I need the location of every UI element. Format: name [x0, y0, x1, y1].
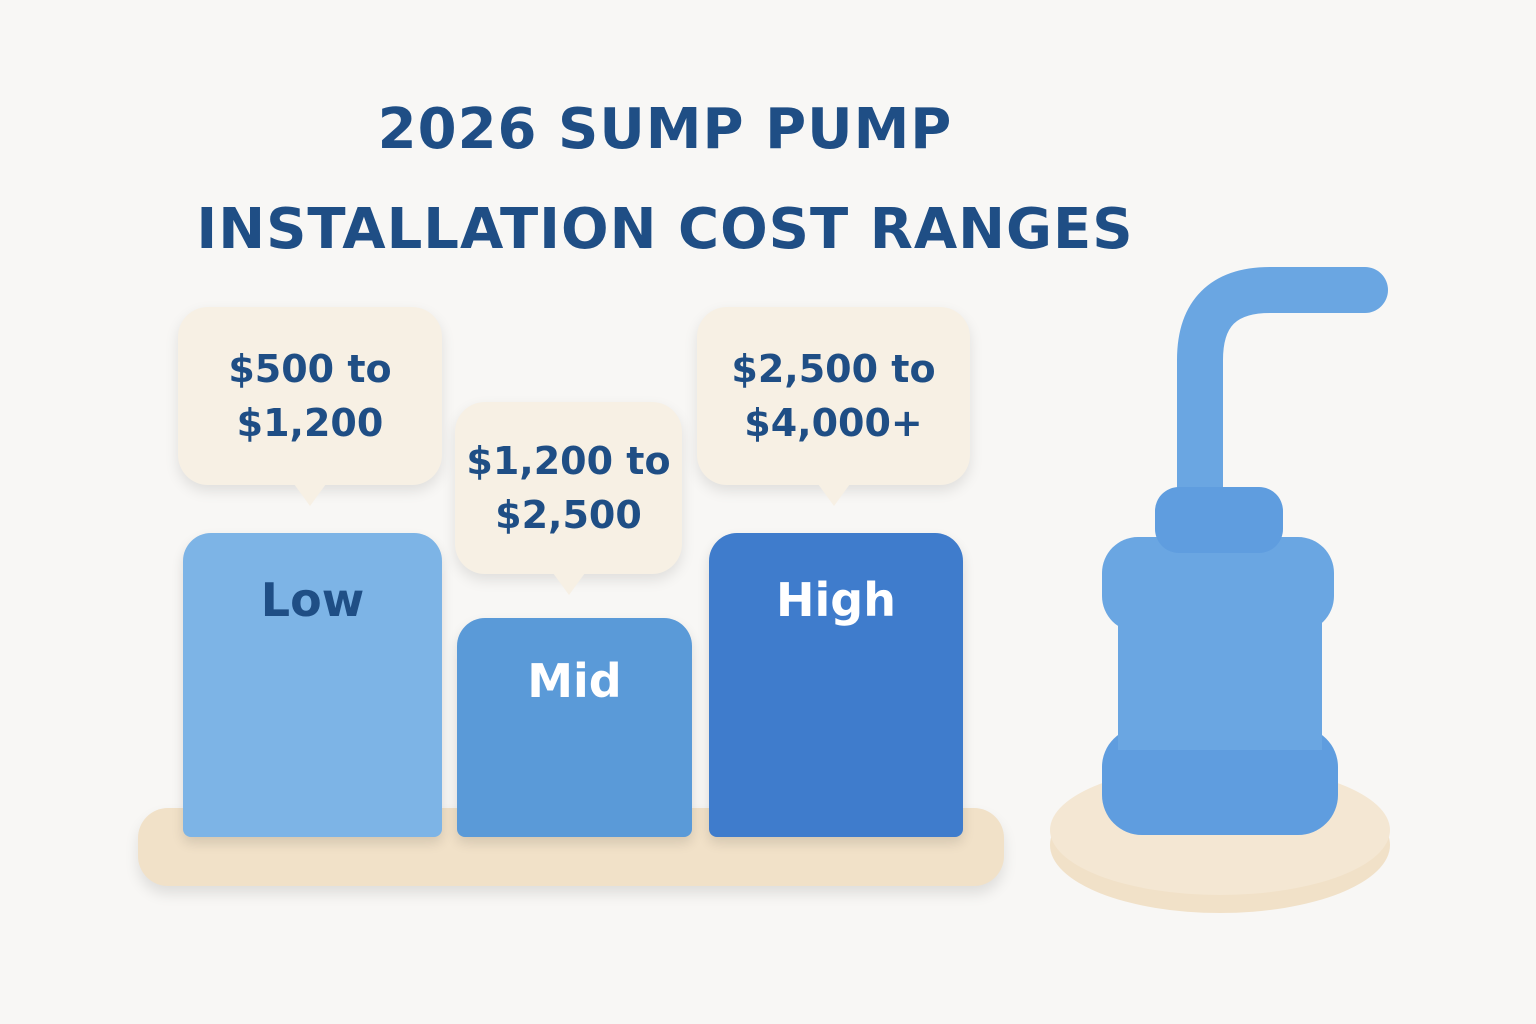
tier-bar: High: [709, 533, 963, 837]
price-range-line: $2,500 to: [731, 347, 936, 391]
tier-label: Mid: [527, 654, 622, 708]
bubble-tail: [294, 484, 326, 506]
title: 2026 SUMP PUMP INSTALLATION COST RANGES: [196, 97, 1134, 262]
price-range-line: $500 to: [228, 347, 392, 391]
tier-bar: Low: [183, 533, 442, 837]
price-range-line: $4,000+: [744, 401, 923, 445]
pump-body: [1118, 610, 1322, 750]
bubble-tail: [817, 484, 850, 506]
pump-top-ring: [1102, 537, 1334, 632]
tier-label: High: [776, 573, 896, 627]
pump-bottom-ring: [1102, 727, 1338, 835]
pump-pipe: [1177, 267, 1388, 518]
price-bubble: $1,200 to $2,500: [455, 402, 682, 595]
price-bubble: $2,500 to $4,000+: [697, 307, 970, 506]
price-range-line: $1,200 to: [466, 439, 671, 483]
bubble-tail: [552, 573, 585, 595]
price-bubble: $500 to $1,200: [178, 307, 442, 506]
tier-bar: Mid: [457, 618, 692, 837]
price-range-line: $1,200: [236, 401, 384, 445]
price-range-line: $2,500: [495, 493, 642, 537]
pump-cap: [1155, 487, 1283, 553]
tier-label: Low: [260, 573, 365, 627]
